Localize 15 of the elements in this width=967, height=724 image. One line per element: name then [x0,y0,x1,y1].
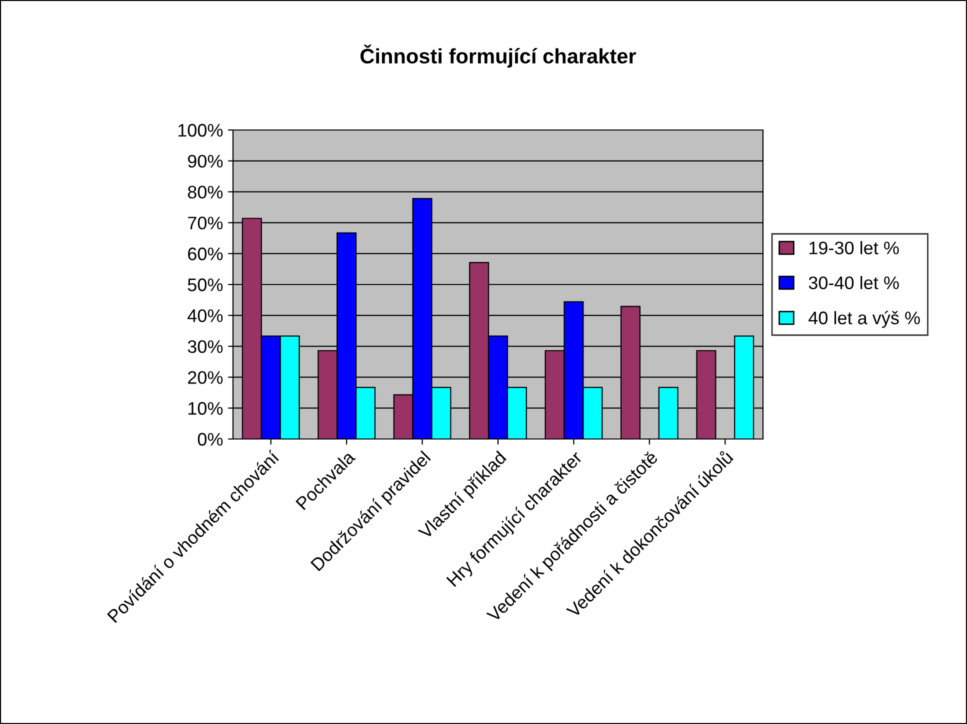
y-tick-label: 70% [188,216,223,230]
legend-label: 40 let a výš % [808,310,920,328]
y-tick-label: 90% [188,154,223,168]
chart-title: Činnosti formující charakter [360,44,636,68]
y-tick-label: 0% [198,432,223,446]
y-tick-label: 10% [188,402,223,415]
y-tick-label: 100% [178,124,223,137]
legend-label: 30-40 let % [808,276,899,290]
y-tick-label: 30% [188,340,223,354]
y-tick-label: 50% [188,278,223,292]
y-tick-label: 40% [188,309,223,322]
legend-label: 19-30 let % [810,241,899,254]
y-tick-label: 60% [188,248,223,260]
y-tick-label: 80% [188,186,223,199]
y-tick-label: 20% [188,371,223,384]
